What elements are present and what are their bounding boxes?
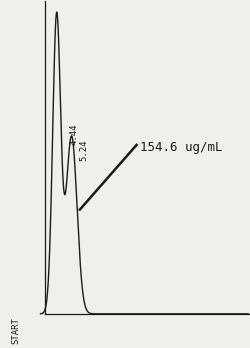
- Text: 4.44: 4.44: [70, 123, 78, 145]
- Text: 5.24: 5.24: [80, 140, 88, 161]
- Text: START: START: [11, 317, 20, 344]
- Text: 154.6 ug/mL: 154.6 ug/mL: [140, 141, 222, 154]
